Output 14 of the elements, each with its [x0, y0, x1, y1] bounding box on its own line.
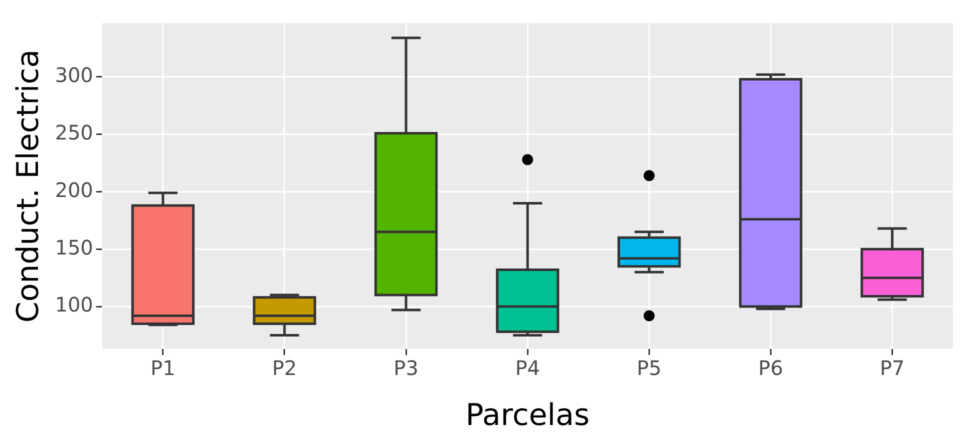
y-tick-label: 200	[54, 178, 94, 202]
x-tick-label: P7	[880, 356, 905, 380]
x-tick-label: P3	[394, 356, 418, 380]
x-tick-label: P1	[150, 356, 176, 380]
y-tick-label: 250	[54, 120, 94, 145]
x-tick-label: P4	[515, 356, 540, 380]
y-tick-label: 100	[54, 292, 94, 317]
y-axis-title: Conduct. Electrica	[10, 49, 46, 323]
x-tick-label: P2	[272, 356, 297, 380]
x-axis-title: Parcelas	[466, 398, 590, 433]
y-tick-label: 300	[54, 63, 94, 88]
x-tick-label: P5	[636, 356, 662, 380]
x-tick-label: P6	[758, 356, 784, 380]
y-tick-label: 150	[54, 235, 94, 260]
